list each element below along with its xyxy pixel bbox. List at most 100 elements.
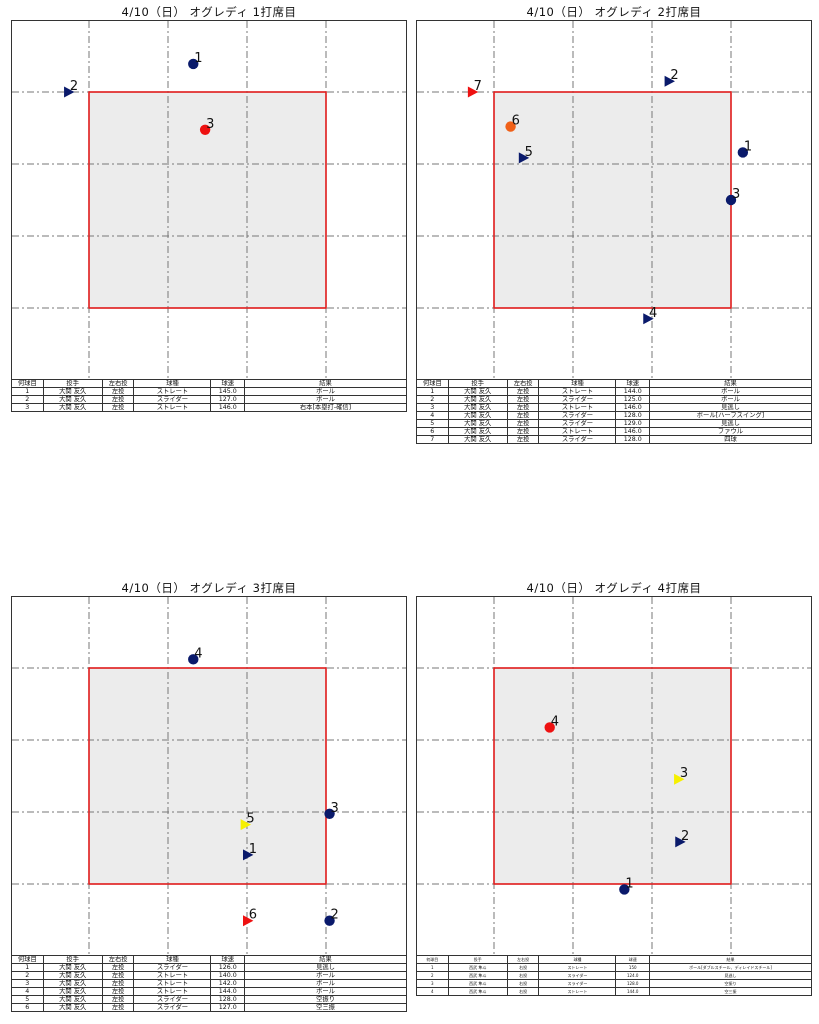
table-cell: 7 <box>416 435 449 444</box>
table-header-cell: 球種 <box>538 379 617 388</box>
table-header-row: 何球目 投手 左右投 球種 球速 結果 <box>11 379 407 388</box>
table-cell: 左投 <box>506 403 540 412</box>
table-cell: ボール <box>244 387 407 396</box>
table-cell: ボール <box>649 395 812 404</box>
pitch-marker: 3 <box>674 766 688 785</box>
panel-title: 4/10（日） オグレディ 2打席目 <box>526 5 702 19</box>
pitch-point-circle <box>188 654 199 665</box>
table-cell: 142.0 <box>210 979 246 988</box>
table-cell: 左投 <box>506 435 540 444</box>
table-cell: 128.0 <box>615 435 651 444</box>
pitch-label: 3 <box>732 187 740 202</box>
table-cell: 140.0 <box>210 971 246 980</box>
table-cell: ボール[ハーフスイング] <box>649 411 812 420</box>
table-cell: 左投 <box>506 395 540 404</box>
table-cell: 127.0 <box>210 1003 246 1012</box>
pitch-label: 5 <box>246 812 254 827</box>
table-cell: 129.0 <box>615 419 651 428</box>
table-cell: 3 <box>416 979 449 988</box>
pitch-marker: 6 <box>242 908 257 927</box>
table-cell: 128.0 <box>615 411 651 420</box>
strike-zone <box>493 667 732 885</box>
pitch-point-circle <box>505 121 516 132</box>
table-header-cell: 左右投 <box>101 379 135 388</box>
table-row: 5 大関 友久 左投 スライダー 128.0 空振り <box>11 995 407 1004</box>
table-row: 4 大関 友久 左投 スライダー 128.0 ボール[ハーフスイング] <box>416 411 812 420</box>
pitch-marker: 3 <box>725 187 740 206</box>
table-row: 3 大関 友久 左投 ストレート 146.0 右本[本塁打-確信] <box>11 403 407 412</box>
table-row: 6 大関 友久 左投 ストレート 146.0 ファウル <box>416 427 812 436</box>
strike-zone <box>88 667 327 885</box>
table-cell: スライダー <box>538 395 617 404</box>
table-row: 7 大関 友久 左投 スライダー 128.0 四球 <box>416 435 812 444</box>
table-cell: 左投 <box>101 995 135 1004</box>
pitch-label: 7 <box>474 79 482 94</box>
table-cell: スライダー <box>538 979 617 988</box>
pitch-point-triangle <box>675 836 686 848</box>
table-cell: ストレート <box>538 427 617 436</box>
table-header-cell: 球速 <box>210 379 246 388</box>
table-row: 1 大関 友久 左投 スライダー 126.0 見逃し <box>11 963 407 972</box>
table-cell: 西武 隼斗 <box>447 971 508 980</box>
pitch-label: 1 <box>625 876 633 891</box>
table-cell: 左投 <box>101 403 135 412</box>
pitch-label: 1 <box>744 139 752 154</box>
strike-zone-border <box>493 667 732 885</box>
table-cell: 2 <box>11 971 44 980</box>
table-header-cell: 左右投 <box>506 955 540 964</box>
table-cell: 右本[本塁打-確信] <box>244 403 407 412</box>
table-cell: 左投 <box>101 963 135 972</box>
table-cell: ストレート <box>538 963 617 972</box>
table-cell: 2 <box>416 971 449 980</box>
table-cell: 4 <box>416 411 449 420</box>
pitch-table: 何球目 投手 左右投 球種 球速 結果 1 西武 隼斗 右投 ストレート 150 ボール[ダブルスチー… <box>416 955 812 996</box>
pitch-marker: 3 <box>324 801 339 819</box>
table-cell: ストレート <box>538 403 617 412</box>
table-row: 2 大関 友久 左投 スライダー 127.0 ボール <box>11 395 407 404</box>
table-cell: 左投 <box>506 411 540 420</box>
table-cell: 左投 <box>506 427 540 436</box>
table-cell: 5 <box>11 995 44 1004</box>
panel-title: 4/10（日） オグレディ 1打席目 <box>121 5 297 19</box>
pitch-table: 何球目 投手 左右投 球種 球速 結果 1 大関 友久 左投 ストレート 145.0 ボール 2 大関 友… <box>11 379 407 412</box>
table-cell: スライダー <box>538 419 617 428</box>
table-header-cell: 何球目 <box>11 955 44 964</box>
panel-title: 4/10（日） オグレディ 3打席目 <box>121 581 297 595</box>
table-header-cell: 球速 <box>615 379 651 388</box>
pitch-point-triangle <box>240 819 252 831</box>
pitch-label: 3 <box>680 766 688 781</box>
pitch-marker: 2 <box>324 908 339 926</box>
table-cell: スライダー <box>538 435 617 444</box>
pitch-marker: 5 <box>240 812 255 831</box>
strike-zone-chart: 1 2 3 4 5 6 <box>11 596 407 956</box>
table-cell: 145.0 <box>210 387 246 396</box>
table-cell: ストレート <box>133 403 212 412</box>
table-cell: ボール <box>244 971 407 980</box>
table-cell: ストレート <box>538 387 617 396</box>
table-header-cell: 投手 <box>447 379 508 388</box>
table-cell: 左投 <box>101 1003 135 1012</box>
pitch-marker: 2 <box>664 68 679 87</box>
pitch-label: 1 <box>249 842 257 857</box>
table-cell: 125.0 <box>615 395 651 404</box>
table-cell: 大関 友久 <box>447 435 508 444</box>
table-row: 4 西武 隼斗 右投 ストレート 144.0 空三振 <box>416 987 812 996</box>
table-cell: 見逃し <box>244 963 407 972</box>
table-header-cell: 球種 <box>133 379 212 388</box>
table-cell: 大関 友久 <box>447 419 508 428</box>
table-header-cell: 何球目 <box>11 379 44 388</box>
pitch-label: 2 <box>670 68 678 83</box>
table-cell: 1 <box>416 387 449 396</box>
table-header-row: 何球目 投手 左右投 球種 球速 結果 <box>416 379 812 388</box>
pitch-marker: 1 <box>619 876 634 895</box>
table-cell: 空振り <box>649 979 812 988</box>
pitch-table: 何球目 投手 左右投 球種 球速 結果 1 大関 友久 左投 ストレート 144.0 ボール 2 大関 友… <box>416 379 812 444</box>
table-cell: 空三振 <box>649 987 812 996</box>
pitch-label: 6 <box>512 114 520 129</box>
table-cell: 左投 <box>101 979 135 988</box>
pitch-point-circle <box>737 147 749 158</box>
table-cell: 6 <box>416 427 449 436</box>
pitch-label: 4 <box>194 646 202 661</box>
